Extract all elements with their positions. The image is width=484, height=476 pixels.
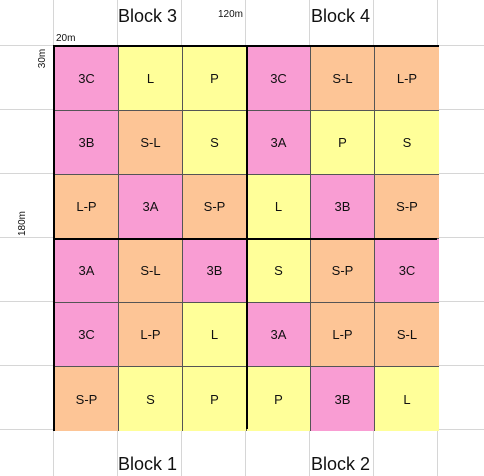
plot-cell: 3A [247,111,311,175]
block-label-top-left: Block 3 [118,6,178,26]
plot-cell: P [183,367,247,431]
plot-cell: L [119,47,183,111]
plot-cell: 3A [119,175,183,239]
plot-cell: S-L [119,111,183,175]
dimension-width-plot: 20m [56,33,76,44]
plot-cell: L-P [311,303,375,367]
plot-cell: P [247,367,311,431]
plot-cell: 3C [247,47,311,111]
block-label-top-right: Block 4 [311,6,371,26]
dimension-height-total: 180m [17,210,29,237]
block-divider-horizontal [55,238,437,240]
plot-cell: L [247,175,311,239]
plot-cell: 3A [247,303,311,367]
block-label-bottom-right: Block 2 [311,454,371,474]
plot-cell: 3B [55,111,119,175]
plot-cell: 3C [55,47,119,111]
plot-cell: S-P [311,239,375,303]
dimension-height-plot: 30m [37,48,49,69]
plot-cell: S [375,111,439,175]
plot-cell: 3A [55,239,119,303]
plot-cell: S-P [55,367,119,431]
plot-cell: 3B [183,239,247,303]
plot-cell: 3B [311,175,375,239]
plot-cell: S [183,111,247,175]
plot-cell: S [119,367,183,431]
plot-cell: S [247,239,311,303]
plot-cell: S-L [119,239,183,303]
plot-cell: L [183,303,247,367]
plot-cell: 3C [375,239,439,303]
plot-cell: L-P [55,175,119,239]
plot-grid: 3C L P 3C S-L L-P 3B S-L S 3A P S L-P 3A S-P L 3B S-P 3A S-… [53,45,439,431]
plot-cell: P [183,47,247,111]
plot-cell: L [375,367,439,431]
plot-cell: P [311,111,375,175]
plot-cell: 3C [55,303,119,367]
plot-cell: S-L [311,47,375,111]
plot-cell: S-L [375,303,439,367]
block-label-bottom-left: Block 1 [118,454,178,474]
plot-cell: S-P [375,175,439,239]
plot-cell: 3B [311,367,375,431]
plot-cell: L-P [375,47,439,111]
plot-cell: S-P [183,175,247,239]
plot-cell: L-P [119,303,183,367]
dimension-width-total: 120m [218,9,244,20]
